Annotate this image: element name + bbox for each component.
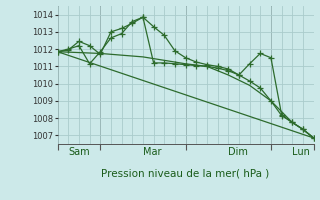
X-axis label: Pression niveau de la mer( hPa ): Pression niveau de la mer( hPa ) bbox=[101, 168, 270, 178]
Text: Lun: Lun bbox=[292, 147, 310, 157]
Text: Sam: Sam bbox=[68, 147, 90, 157]
Text: Dim: Dim bbox=[228, 147, 248, 157]
Text: Mar: Mar bbox=[143, 147, 161, 157]
